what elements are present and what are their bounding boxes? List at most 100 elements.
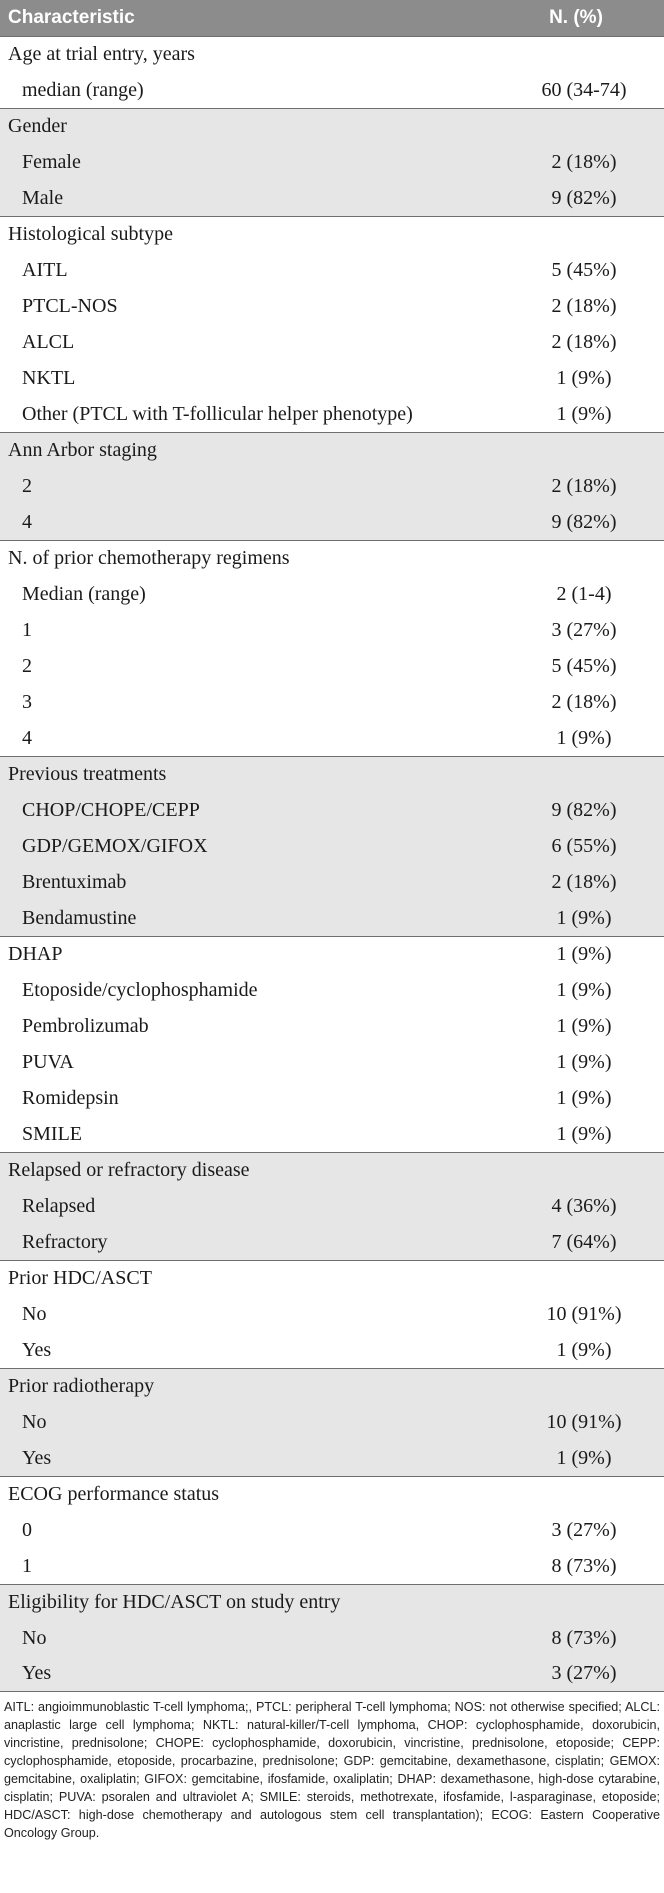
table-row: AITL 5 (45%): [0, 252, 664, 288]
row-value: 1 (9%): [556, 1446, 612, 1469]
row-value: 1 (9%): [556, 1338, 612, 1361]
row-label: DHAP: [8, 943, 63, 965]
table-row: Refractory 7 (64%): [0, 1224, 664, 1260]
header-characteristic: Characteristic: [8, 7, 135, 28]
row-label: N. of prior chemotherapy regimens: [8, 547, 290, 569]
row-value: 60 (34-74): [541, 78, 627, 101]
row-label: SMILE: [22, 1122, 82, 1145]
row-value: 1 (9%): [556, 402, 612, 425]
table-header: Characteristic N. (%): [0, 0, 664, 36]
row-value: 1 (9%): [556, 1050, 612, 1073]
table-row: Bendamustine 1 (9%): [0, 900, 664, 936]
table-group-row: Relapsed or refractory disease: [0, 1152, 664, 1188]
row-label: Refractory: [22, 1230, 108, 1253]
row-label: Male: [22, 186, 64, 209]
table-row: 2 2 (18%): [0, 468, 664, 504]
row-label: 3: [22, 690, 32, 713]
row-label: Gender: [8, 115, 67, 137]
table-group-row: Prior radiotherapy: [0, 1368, 664, 1404]
table-row: 2 5 (45%): [0, 648, 664, 684]
row-value: 1 (9%): [556, 943, 612, 965]
row-label: Relapsed: [22, 1194, 96, 1217]
table-row: Female 2 (18%): [0, 144, 664, 180]
row-value: 3 (27%): [551, 618, 617, 641]
table-row: Yes 1 (9%): [0, 1332, 664, 1368]
row-value: 9 (82%): [551, 186, 617, 209]
row-label: No: [22, 1626, 47, 1649]
table-row: Brentuximab 2 (18%): [0, 864, 664, 900]
table-row: NKTL 1 (9%): [0, 360, 664, 396]
row-label: AITL: [22, 258, 68, 281]
table-row: median (range) 60 (34-74): [0, 72, 664, 108]
row-label: Ann Arbor staging: [8, 439, 157, 461]
table-row: PTCL-NOS 2 (18%): [0, 288, 664, 324]
table-row: 3 2 (18%): [0, 684, 664, 720]
row-value: 1 (9%): [556, 1086, 612, 1109]
row-label: median (range): [22, 78, 144, 101]
row-label: Prior HDC/ASCT: [8, 1267, 152, 1289]
row-label: 1: [22, 1554, 32, 1577]
table-row: No 10 (91%): [0, 1296, 664, 1332]
row-value: 2 (18%): [551, 330, 617, 353]
row-value: 10 (91%): [546, 1410, 622, 1433]
row-value: 2 (1-4): [556, 582, 612, 605]
row-label: Other (PTCL with T-follicular helper phe…: [22, 402, 413, 425]
row-label: Eligibility for HDC/ASCT on study entry: [8, 1591, 341, 1613]
table-row: Median (range) 2 (1-4): [0, 576, 664, 612]
row-label: Yes: [22, 1338, 52, 1361]
row-value: 6 (55%): [551, 834, 617, 857]
table-row: Romidepsin 1 (9%): [0, 1080, 664, 1116]
row-value: 3 (27%): [551, 1518, 617, 1541]
row-value: 9 (82%): [551, 510, 617, 533]
table-group-row: Eligibility for HDC/ASCT on study entry: [0, 1584, 664, 1620]
row-value: 2 (18%): [551, 474, 617, 497]
row-label: ECOG performance status: [8, 1483, 220, 1505]
row-label: 2: [22, 654, 32, 677]
table-row: Pembrolizumab 1 (9%): [0, 1008, 664, 1044]
row-value: 1 (9%): [556, 1122, 612, 1145]
table-group-row: DHAP 1 (9%): [0, 936, 664, 972]
row-value: 9 (82%): [551, 798, 617, 821]
row-value: 1 (9%): [556, 726, 612, 749]
table-row: 4 1 (9%): [0, 720, 664, 756]
table-row: 1 8 (73%): [0, 1548, 664, 1584]
row-label: Romidepsin: [22, 1086, 119, 1109]
table-row: CHOP/CHOPE/CEPP 9 (82%): [0, 792, 664, 828]
row-label: Histological subtype: [8, 223, 173, 245]
table-group-row: Previous treatments: [0, 756, 664, 792]
row-value: 4 (36%): [551, 1194, 617, 1217]
row-value: 2 (18%): [551, 690, 617, 713]
row-label: GDP/GEMOX/GIFOX: [22, 834, 208, 857]
table-group-row: Age at trial entry, years: [0, 36, 664, 72]
row-label: 1: [22, 618, 32, 641]
row-label: PTCL-NOS: [22, 294, 118, 317]
row-label: CHOP/CHOPE/CEPP: [22, 798, 200, 821]
row-label: Previous treatments: [8, 763, 167, 785]
row-label: PUVA: [22, 1050, 74, 1073]
row-value: 1 (9%): [556, 366, 612, 389]
row-value: 5 (45%): [551, 654, 617, 677]
table-group-row: Histological subtype: [0, 216, 664, 252]
table-row: Yes 1 (9%): [0, 1440, 664, 1476]
row-value: 1 (9%): [556, 906, 612, 929]
row-label: 4: [22, 510, 32, 533]
row-label: No: [22, 1410, 47, 1433]
row-label: Female: [22, 150, 81, 173]
row-value: 5 (45%): [551, 258, 617, 281]
row-label: 4: [22, 726, 32, 749]
row-label: Bendamustine: [22, 906, 137, 929]
table-row: SMILE 1 (9%): [0, 1116, 664, 1152]
row-label: ALCL: [22, 330, 75, 353]
row-label: No: [22, 1302, 47, 1325]
table-group-row: Ann Arbor staging: [0, 432, 664, 468]
header-n-pct: N. (%): [549, 7, 603, 28]
row-label: Brentuximab: [22, 870, 127, 893]
row-label: Relapsed or refractory disease: [8, 1159, 250, 1181]
characteristics-table: Characteristic N. (%) Age at trial entry…: [0, 0, 664, 1840]
table-body: Age at trial entry, years median (range) 6…: [0, 36, 664, 1692]
row-label: Prior radiotherapy: [8, 1375, 155, 1397]
row-value: 1 (9%): [556, 978, 612, 1001]
table-footnote: AITL: angioimmunoblastic T-cell lymphoma…: [4, 1700, 660, 1840]
row-value: 7 (64%): [551, 1230, 617, 1253]
table-row: Etoposide/cyclophosphamide 1 (9%): [0, 972, 664, 1008]
